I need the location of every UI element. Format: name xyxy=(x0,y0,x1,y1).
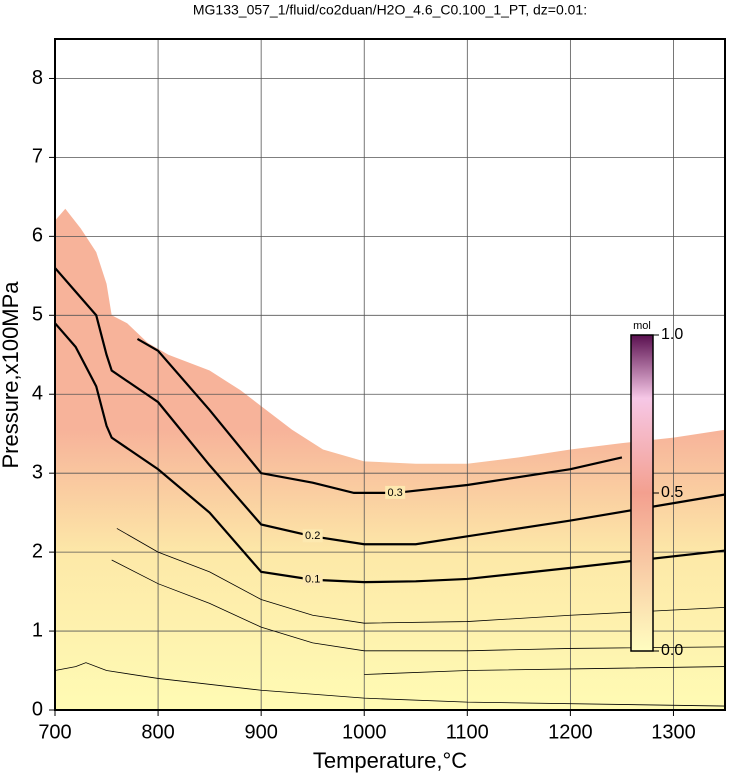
stable-region xyxy=(55,208,725,711)
major-contour xyxy=(54,267,726,546)
x-tick-label: 800 xyxy=(141,721,174,743)
contour-line xyxy=(111,559,726,652)
contour-label-bg xyxy=(302,529,323,543)
contour-line xyxy=(54,662,726,707)
y-tick-label: 0 xyxy=(32,698,43,720)
y-tick-label: 8 xyxy=(32,67,43,89)
chart-title: MG133_057_1/fluid/co2duan/H2O_4.6_C0.100… xyxy=(193,2,587,18)
x-tick-label: 1300 xyxy=(651,721,696,743)
plot-frame xyxy=(54,38,726,711)
contour-line xyxy=(364,666,726,675)
y-tick-label: 6 xyxy=(32,225,43,247)
colorbar xyxy=(630,334,654,652)
contour-label-bg xyxy=(302,572,323,586)
major-contour xyxy=(136,338,623,495)
colorbar-tick-label: 0.5 xyxy=(661,484,683,501)
x-axis-label: Temperature,°C xyxy=(313,748,467,773)
x-tick-label: 1000 xyxy=(342,721,387,743)
x-tick-label: 1100 xyxy=(446,721,489,743)
y-tick-label: 3 xyxy=(32,461,43,483)
contour-label: 0.2 xyxy=(305,530,320,542)
contour-line xyxy=(116,528,726,624)
y-axis-label: Pressure,x100MPa xyxy=(0,281,23,469)
x-tick-label: 1200 xyxy=(548,721,593,743)
y-tick-label: 1 xyxy=(32,619,43,641)
contour-label: 0.3 xyxy=(388,487,403,499)
contour-label-bg xyxy=(385,485,406,499)
colorbar-label: mol xyxy=(633,320,651,332)
colorbar-tick-label: 1.0 xyxy=(661,326,683,343)
x-tick-label: 900 xyxy=(244,721,277,743)
y-tick-label: 5 xyxy=(32,304,43,326)
y-tick-label: 7 xyxy=(32,146,43,168)
x-tick-label: 700 xyxy=(38,721,71,743)
contour-label: 0.1 xyxy=(305,574,320,586)
y-tick-label: 4 xyxy=(32,383,43,405)
major-contour xyxy=(54,322,726,584)
colorbar-tick-label: 0.0 xyxy=(661,642,683,659)
y-tick-label: 2 xyxy=(32,540,43,562)
